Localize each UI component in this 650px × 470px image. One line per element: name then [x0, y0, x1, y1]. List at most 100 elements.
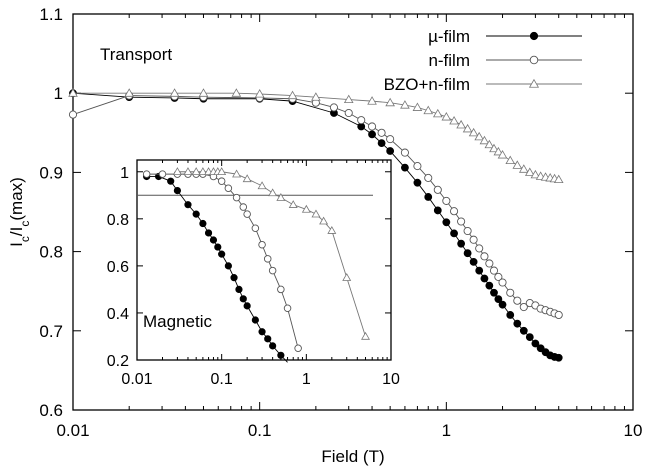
main-data-point	[433, 206, 442, 215]
inset-data-point	[263, 255, 272, 263]
main-data-point	[489, 143, 499, 153]
main-data-point	[357, 116, 366, 125]
inset-data-point	[218, 250, 226, 258]
inset-data-point	[142, 170, 151, 178]
inset-data-point	[230, 274, 238, 282]
y-tick-label: 0.6	[39, 401, 63, 420]
inset-data-point	[214, 243, 222, 251]
main-plot-frame	[72, 13, 634, 411]
main-data-point	[480, 274, 489, 283]
main-data-point	[553, 174, 564, 184]
main-data-point	[506, 288, 515, 297]
inset-data-point	[224, 184, 233, 192]
main-data-point	[386, 135, 395, 144]
main-data-point	[475, 244, 484, 253]
inset-data-point	[319, 216, 329, 225]
inset-data-point	[251, 316, 259, 324]
main-data-point	[498, 300, 507, 309]
main-data-point	[442, 218, 451, 227]
main-data-point	[450, 207, 459, 216]
main-data-point	[311, 92, 321, 101]
inset-data-point	[361, 331, 370, 340]
main-series-3	[68, 88, 564, 184]
main-data-point	[124, 88, 135, 97]
main-data-point	[505, 155, 516, 165]
x-tick-label: 0.1	[248, 421, 272, 440]
inset-data-point	[242, 174, 252, 183]
main-data-point	[433, 185, 442, 194]
main-data-point	[424, 173, 433, 182]
y-tick-label: 1	[120, 165, 129, 182]
main-data-point	[344, 108, 353, 118]
main-data-point	[385, 97, 395, 107]
main-data-point	[484, 139, 495, 149]
main-data-point	[475, 266, 484, 275]
legend-label: BZO+n-film	[384, 75, 470, 94]
inset-data-point	[183, 167, 193, 176]
inset-data-point	[204, 229, 213, 237]
y-tick-label: 0.4	[107, 306, 129, 323]
main-data-point	[68, 88, 78, 97]
main-data-point	[432, 108, 443, 118]
y-tick-label: 0.9	[39, 163, 63, 182]
main-data-point	[498, 278, 507, 287]
main-data-point	[519, 302, 528, 312]
main-series-1	[69, 89, 563, 362]
inset-data-point	[268, 266, 277, 275]
main-data-point	[530, 169, 541, 179]
inset-data-point	[301, 204, 311, 213]
inset-data-point	[258, 328, 266, 336]
inset-data-point	[269, 342, 277, 350]
inset-data-point	[232, 193, 241, 202]
x-tick-label: 0.1	[211, 371, 233, 388]
inset-data-point	[288, 200, 298, 208]
inset-ticks: 0.01 0.1 1 10 0.2 0.4 0.6 0.8 1	[107, 160, 400, 388]
x-tick-label: 0.01	[121, 371, 152, 388]
inset-data-point	[167, 177, 175, 185]
main-data-point	[519, 326, 528, 335]
main-annotation: Transport	[100, 45, 172, 64]
y-tick-label: 0.8	[107, 212, 129, 229]
main-data-point	[386, 147, 395, 155]
main-data-point	[554, 310, 563, 320]
inset-annotation: Magnetic	[143, 312, 212, 331]
main-data-point	[401, 163, 409, 172]
main-data-point	[423, 105, 434, 115]
y-tick-label: 0.6	[107, 259, 129, 276]
main-data-point	[198, 88, 209, 97]
inset-data-point	[311, 209, 321, 218]
main-data-point	[254, 89, 265, 98]
inset-data-point	[243, 302, 251, 310]
inset-data-point	[224, 262, 232, 270]
main-data-point	[68, 110, 78, 119]
legend-marker	[529, 55, 539, 65]
main-data-point	[462, 123, 473, 133]
main-data-point	[456, 119, 466, 129]
inset-data-point	[251, 224, 260, 232]
inset-series-3	[172, 167, 370, 340]
y-tick-label: 0.8	[39, 243, 63, 262]
main-data-point	[479, 135, 490, 145]
main-data-point	[413, 162, 422, 171]
svg-text:Ic/Ic(max): Ic/Ic(max)	[7, 177, 32, 247]
inset-data-point	[191, 167, 201, 176]
inset-data-point	[192, 210, 200, 218]
main-data-point	[524, 167, 535, 176]
inset-data-point	[172, 167, 182, 176]
inset-data-point	[243, 210, 251, 218]
main-data-point	[367, 96, 377, 105]
main-data-point	[329, 103, 338, 112]
main-data-point	[494, 272, 503, 281]
inset-data-point	[173, 186, 181, 195]
main-data-point	[554, 353, 563, 362]
main-data-point	[490, 288, 498, 297]
main-data-point	[485, 259, 494, 268]
main-data-point	[368, 122, 377, 131]
x-tick-label: 10	[624, 421, 643, 440]
inset-data-point	[217, 167, 227, 176]
main-data-point	[497, 150, 508, 159]
x-tick-label: 10	[382, 371, 400, 388]
main-data-point	[413, 178, 422, 187]
main-data-point	[531, 339, 540, 348]
